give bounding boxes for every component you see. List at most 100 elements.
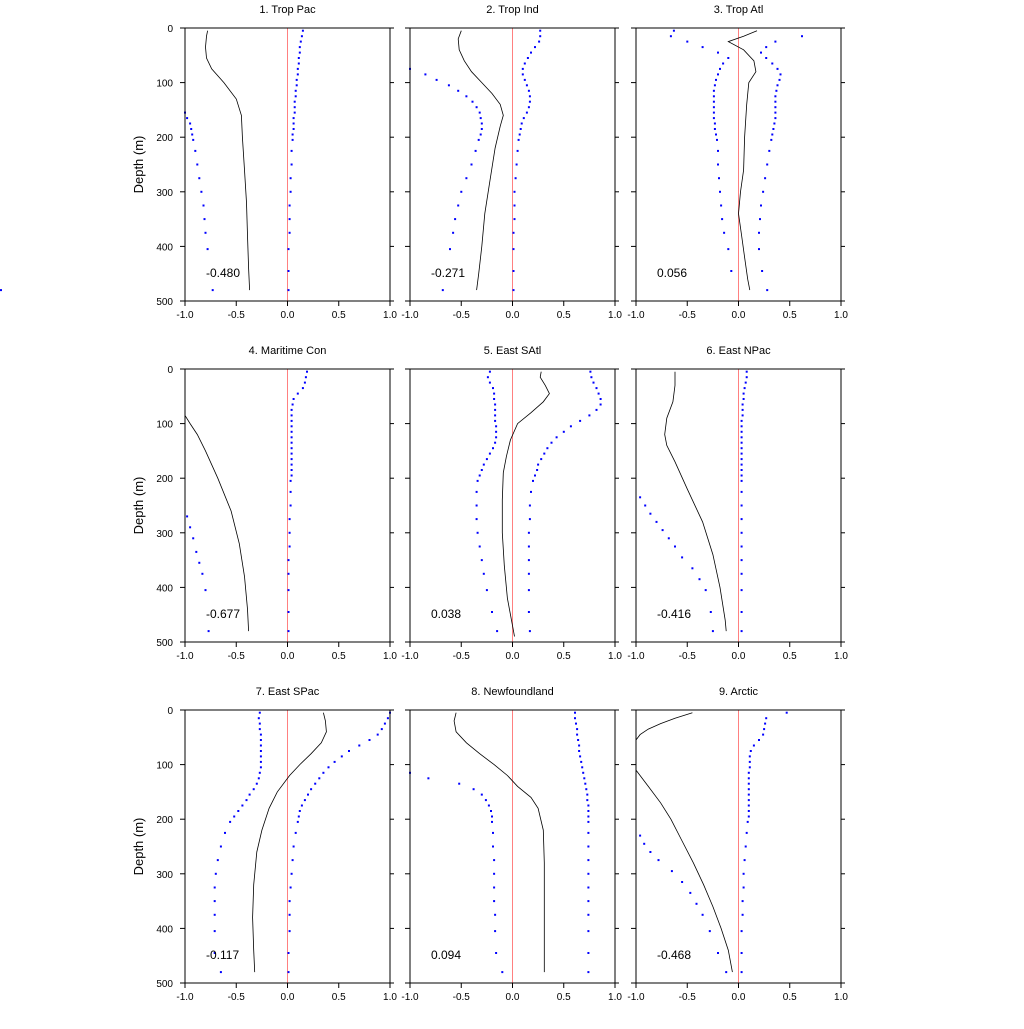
bound-dot <box>587 820 590 823</box>
bound-dot <box>288 518 291 521</box>
bound-dot <box>259 744 262 747</box>
bound-dot <box>527 531 530 534</box>
bound-dot <box>758 739 760 741</box>
x-tick-label: -1.0 <box>176 651 194 662</box>
bound-dot <box>216 859 219 862</box>
bound-dot <box>290 408 293 411</box>
x-tick-label: 0.5 <box>783 310 797 321</box>
bound-dot <box>480 559 483 562</box>
bound-dot <box>523 78 526 81</box>
bound-dot <box>465 177 468 180</box>
bound-dot <box>303 799 306 802</box>
bound-dot <box>742 398 745 400</box>
bound-dot <box>202 204 205 207</box>
x-tick-label: 0.0 <box>506 651 520 662</box>
bound-dot <box>740 518 743 521</box>
bound-dot <box>740 469 743 471</box>
bound-dot <box>747 810 750 812</box>
bound-dot <box>672 29 675 32</box>
x-tick-label: 1.0 <box>383 992 397 1003</box>
bound-dot <box>480 128 483 130</box>
bound-dot <box>513 218 516 221</box>
bound-dot <box>289 177 292 180</box>
bound-dot <box>259 760 262 763</box>
bound-dot <box>599 403 602 406</box>
bound-dot <box>294 95 297 98</box>
bound-dot <box>248 793 251 796</box>
bound-dot <box>478 111 481 114</box>
bound-dot <box>747 777 750 780</box>
bound-dot <box>289 504 292 507</box>
x-tick-label: 0.5 <box>332 310 346 321</box>
bound-dot <box>523 62 526 65</box>
profile-line <box>664 371 727 632</box>
bound-dot <box>287 971 290 974</box>
bound-dot <box>457 204 460 207</box>
bound-dot <box>195 550 198 553</box>
bound-dot <box>258 771 261 774</box>
bound-dot <box>744 845 747 848</box>
bound-dot <box>492 831 494 834</box>
bound-dot <box>649 512 652 515</box>
bound-dot <box>717 952 719 954</box>
panel-title: 2. Trop Ind <box>486 4 539 16</box>
panel-title: 5. East SAtl <box>484 345 541 357</box>
bound-dot <box>449 248 451 251</box>
bound-dot <box>290 474 293 477</box>
bound-dot <box>290 436 293 439</box>
x-tick-label: 1.0 <box>834 651 848 662</box>
bound-dot <box>289 886 292 889</box>
bound-dot <box>189 526 192 529</box>
bound-dot <box>719 190 721 193</box>
bound-dot <box>490 810 492 812</box>
bound-dot <box>740 447 743 450</box>
bound-dot <box>288 531 291 534</box>
bound-dot <box>766 289 769 292</box>
bound-dot <box>290 419 293 422</box>
y-axis-label: Depth (m) <box>131 477 146 535</box>
chart-panel: -1.0 -0.5 0.0 0.5 1.0 3. Trop Atl 0.056 <box>0 4 848 321</box>
bound-dot <box>582 771 585 774</box>
bound-dot <box>307 793 309 796</box>
x-tick-label: -0.5 <box>453 651 471 662</box>
bound-dot <box>292 398 295 400</box>
bound-dot <box>470 163 473 166</box>
bound-dot <box>801 35 803 38</box>
x-tick-label: 0.5 <box>557 992 571 1003</box>
bound-dot <box>291 133 294 136</box>
bound-dot <box>575 722 577 725</box>
bound-dot <box>301 29 304 32</box>
bound-dot <box>493 900 496 903</box>
bound-dot <box>368 739 371 741</box>
bound-dot <box>526 57 529 59</box>
bound-dot <box>740 425 743 428</box>
bound-dot <box>288 218 291 221</box>
bound-dot <box>778 78 781 81</box>
bound-dot <box>749 750 752 752</box>
bound-dot <box>762 733 765 736</box>
bound-dot <box>224 831 226 834</box>
bound-dot <box>713 84 716 87</box>
bound-dot <box>290 452 293 455</box>
bound-dot <box>771 133 774 136</box>
bound-dot <box>760 51 762 54</box>
bound-dot <box>713 122 716 125</box>
x-tick-label: 1.0 <box>608 310 622 321</box>
x-tick-label: -1.0 <box>401 651 419 662</box>
bound-dot <box>774 111 777 114</box>
bound-dot <box>670 870 673 873</box>
bound-dot <box>740 436 743 439</box>
bound-dot <box>587 815 590 818</box>
bound-dot <box>522 117 525 120</box>
bound-dot <box>528 518 531 521</box>
y-tick-label: 0 <box>167 706 173 717</box>
x-tick-label: -0.5 <box>679 310 697 321</box>
bound-dot <box>219 971 222 974</box>
bound-dot <box>764 177 767 180</box>
bound-dot <box>525 111 528 114</box>
bound-dot <box>715 78 717 81</box>
bound-dot <box>494 414 497 417</box>
bound-dot <box>536 469 539 471</box>
bound-dot <box>290 414 293 417</box>
bound-dot <box>712 89 715 92</box>
